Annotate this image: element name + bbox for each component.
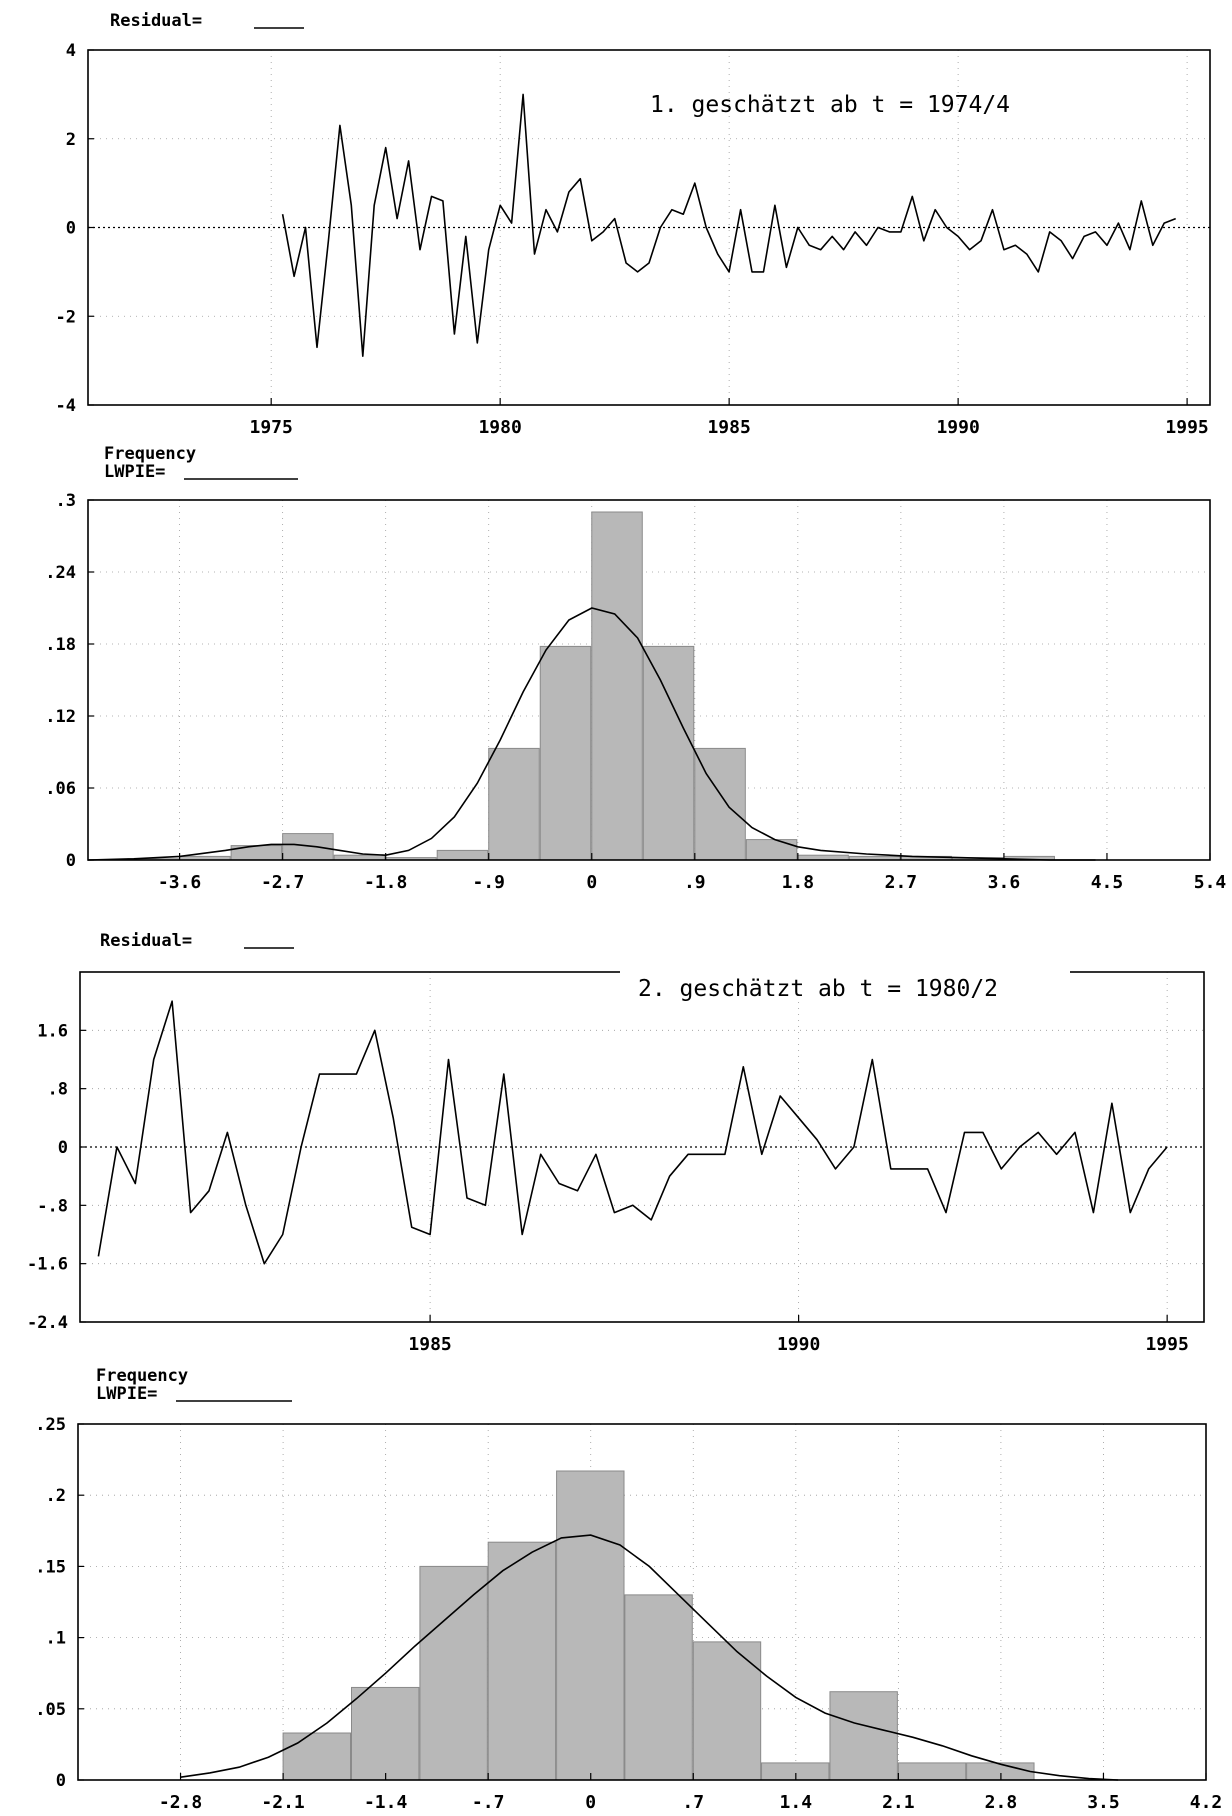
panel-2-xtick-label-5: .9 [684,872,706,893]
panel-2-xtick-label-7: 2.7 [885,872,918,893]
panel-4-bar-2 [419,1565,488,1781]
panel-2-ytick-label-5: 0 [66,851,76,871]
panel-2-ytick-label-0: .3 [56,491,76,511]
panel-2-ytick-label-4: .06 [45,779,76,799]
panel-1-xtick-label-0: 1975 [250,417,293,438]
panel-4-xtick-label-7: 2.1 [882,1792,915,1813]
panel-2-bar-3 [282,833,334,861]
panel-4-bar-4 [556,1470,625,1781]
panel-1-residual-chart: Residual= 1. geschätzt ab t = 1974/4 4 2 0… [56,11,1211,438]
panel-2-bar-7 [488,747,540,861]
panel-2-ylabel: Frequency [104,444,196,464]
panel-2-xtick-label-1: -2.7 [261,872,304,893]
panel-2-bar-8 [539,645,592,861]
panel-3-series-line-0 [97,1000,1168,1265]
panel-3-title-backdrop [620,962,1070,1002]
panel-1-ytick-label-1: 2 [66,130,76,150]
panel-4-xtick-label-3: -.7 [472,1792,505,1813]
panel-2-xtick-label-6: 1.8 [782,872,815,893]
panel-2-ytick-label-2: .18 [45,635,76,655]
panel-1-xtick-label-2: 1985 [707,417,750,438]
panel-4-xtick-label-0: -2.8 [159,1792,202,1813]
panel-1-xtick-label-1: 1980 [478,417,521,438]
panel-4-bar-5 [624,1594,693,1781]
panel-4-bar-9 [897,1762,967,1781]
panel-3-residual-chart: Residual= 2. geschätzt ab t = 1980/2 1.6… [27,931,1205,1355]
panel-4-bar-8 [829,1691,898,1781]
panel-3-ytick-label-1: .8 [48,1080,68,1100]
panel-4-ytick-label-4: .05 [35,1700,66,1720]
panel-3-xtick-label-1: 1990 [777,1334,820,1355]
panel-2-bar-10 [642,645,695,861]
panel-2-plot-frame [87,499,1211,861]
panel-2-legend-label: LWPIE= [104,462,165,482]
panel-1-xtick-label-4: 1995 [1165,417,1208,438]
panel-4-density-curve [180,1534,1119,1781]
panel-4-xtick-label-5: .7 [682,1792,704,1813]
panel-2-xtick-label-0: -3.6 [158,872,201,893]
panel-4-xtick-label-1: -2.1 [261,1792,304,1813]
panel-3-ytick-label-0: 1.6 [37,1021,68,1041]
panel-2-ytick-label-3: .12 [45,707,76,727]
panel-3-xtick-label-2: 1995 [1145,1334,1188,1355]
panel-1-ylabel: Residual= [110,11,202,31]
panel-2-bar-6 [436,849,489,861]
panel-4-xtick-label-9: 3.5 [1087,1792,1120,1813]
panel-2-density-curve [87,607,1096,861]
panel-4-histogram: Frequency LWPIE= .25 .2 .15 .1 .05 0 -2.8 -2.1… [35,1366,1222,1813]
panel-1-ytick-label-3: -2 [56,307,76,327]
panel-3-ytick-label-3: -.8 [37,1196,68,1216]
panel-4-ytick-label-2: .15 [35,1557,66,1577]
panel-1-series-line-0 [281,93,1176,358]
panel-4-ylabel: Frequency [96,1366,188,1386]
panel-1-ytick-label-0: 4 [66,41,76,61]
panel-4-ytick-label-1: .2 [46,1486,66,1506]
panel-1-ytick-label-2: 0 [66,219,76,239]
panel-2-xtick-label-9: 4.5 [1091,872,1124,893]
panel-4-ytick-label-0: .25 [35,1415,66,1435]
panel-3-ytick-label-5: -2.4 [27,1313,68,1333]
panel-1-ytick-label-4: -4 [56,396,76,416]
panel-2-ytick-label-1: .24 [45,563,76,583]
panel-1-title: 1. geschätzt ab t = 1974/4 [650,92,1010,118]
panel-4-xtick-label-2: -1.4 [364,1792,408,1813]
panel-3-ytick-label-4: -1.6 [27,1255,68,1275]
panel-4-xtick-label-8: 2.8 [985,1792,1018,1813]
panel-2-bar-9 [591,511,643,861]
panel-2-bar-12 [745,839,798,861]
panel-2-xtick-label-10: 5.4 [1194,872,1227,893]
panel-3-ylabel: Residual= [100,931,192,951]
panel-3-title: 2. geschätzt ab t = 1980/2 [638,976,998,1002]
panel-3-ytick-label-2: 0 [58,1138,68,1158]
panel-3-xtick-label-0: 1985 [408,1334,451,1355]
panel-4-ytick-label-5: 0 [56,1771,66,1791]
panel-1-xtick-label-3: 1990 [936,417,979,438]
panel-2-xtick-label-2: -1.8 [364,872,407,893]
panel-4-bar-3 [487,1541,557,1781]
panel-2-xtick-label-3: -.9 [472,872,505,893]
panel-2-histogram: Frequency LWPIE= .3 .24 .18 .12 .06 0 -3.6 -2.… [45,444,1226,893]
panel-4-xtick-label-10: 4.2 [1190,1792,1223,1813]
panel-4-xtick-label-6: 1.4 [780,1792,813,1813]
panel-2-xtick-label-8: 3.6 [988,872,1021,893]
panel-2-xtick-label-4: 0 [586,872,597,893]
panel-4-legend-label: LWPIE= [96,1384,157,1404]
panel-4-ytick-label-3: .1 [46,1629,66,1649]
panel-4-xtick-label-4: 0 [585,1792,596,1813]
panel-4-plot-frame [77,1423,1207,1781]
panel-4-bar-0 [282,1732,352,1781]
panel-4-bar-1 [351,1686,420,1781]
